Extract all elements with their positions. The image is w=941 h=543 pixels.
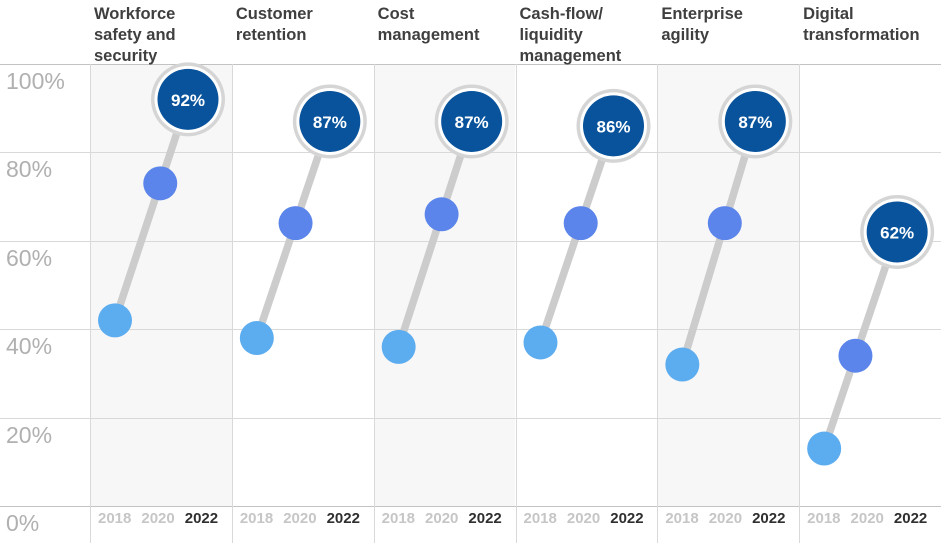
year-label-2020: 2020 <box>566 510 601 527</box>
gridline-vertical <box>515 64 517 543</box>
category-label: Enterprise agility <box>661 5 743 45</box>
year-label-2018: 2018 <box>665 510 699 527</box>
year-label-2018: 2018 <box>381 510 416 527</box>
value-bubble-label: 87% <box>455 113 489 132</box>
value-bubble-2022: 87% <box>718 84 793 159</box>
value-bubble-label: 87% <box>738 113 772 132</box>
year-label-2022: 2022 <box>752 510 786 527</box>
value-bubble-label: 87% <box>313 113 347 132</box>
year-label-2018: 2018 <box>807 510 841 527</box>
year-label-2020: 2020 <box>425 510 459 527</box>
value-bubble-2022: 92% <box>151 62 225 137</box>
category-label: Cash-flow/ liquidity management <box>519 5 622 66</box>
bubble-core <box>157 68 219 130</box>
year-label-2022: 2022 <box>468 510 502 527</box>
year-label-2020: 2020 <box>283 510 317 527</box>
data-point-2020-dot <box>563 206 598 241</box>
data-point-2020-dot <box>424 197 459 232</box>
gridline-horizontal <box>0 506 941 507</box>
data-point-2020-dot <box>707 206 742 241</box>
data-point-2018-dot <box>381 329 416 364</box>
gridline-horizontal <box>0 64 941 65</box>
data-point-2020-dot <box>838 338 873 373</box>
y-axis-tick-label: 100% <box>6 68 65 94</box>
value-bubble-2022: 87% <box>434 84 509 159</box>
x-axis-year-labels: 2018 2020 2022 <box>98 510 218 527</box>
category-label: Digital transformation <box>803 5 920 45</box>
bubble-core <box>724 90 786 152</box>
trend-line <box>394 117 476 351</box>
x-axis-year-labels: 2018 2020 2022 <box>524 510 644 527</box>
y-axis-tick-label: 20% <box>6 421 53 448</box>
gridline-vertical <box>90 64 91 543</box>
gridline-horizontal <box>0 329 941 331</box>
year-label-2018: 2018 <box>98 510 132 527</box>
data-point-2018-dot <box>98 303 132 338</box>
data-point-2018-dot <box>239 321 274 356</box>
bubble-core <box>583 95 644 157</box>
gridline-vertical <box>373 64 375 543</box>
y-axis-tick-label: 80% <box>6 156 53 183</box>
y-axis-tick-label: 60% <box>6 244 53 271</box>
year-label-2022: 2022 <box>610 510 644 527</box>
x-axis-year-labels: 2018 2020 2022 <box>382 510 502 527</box>
data-point-2018-dot <box>523 325 558 360</box>
year-label-2020: 2020 <box>141 510 175 527</box>
y-axis-tick-label: 0% <box>6 510 40 536</box>
value-bubble-label: 62% <box>880 223 914 242</box>
gridline-vertical <box>657 64 659 543</box>
gridline-horizontal <box>0 240 941 242</box>
gridline-horizontal <box>0 417 941 419</box>
gridline-vertical <box>799 64 801 543</box>
year-label-2022: 2022 <box>893 510 928 527</box>
bubble-core <box>299 90 361 152</box>
data-point-2018-dot <box>807 431 842 466</box>
value-bubble-label: 92% <box>171 91 205 110</box>
trend-line <box>678 117 760 369</box>
bubble-core <box>441 90 503 152</box>
year-label-2018: 2018 <box>523 510 557 527</box>
data-point-2020-dot <box>278 206 313 241</box>
category-label: Workforce safety and security <box>94 5 176 66</box>
value-bubble-label: 86% <box>596 117 630 136</box>
year-label-2022: 2022 <box>184 510 219 527</box>
trend-line <box>111 95 192 325</box>
bubble-core <box>866 201 928 263</box>
category-label: Cost management <box>377 5 480 45</box>
category-label: Customer retention <box>235 5 313 45</box>
y-axis-tick-label: 40% <box>6 333 53 360</box>
column-background <box>90 64 232 506</box>
value-bubble-2022: 62% <box>860 194 935 269</box>
year-label-2018: 2018 <box>239 510 274 527</box>
x-axis-year-labels: 2018 2020 2022 <box>807 510 927 527</box>
value-bubble-2022: 87% <box>292 84 367 159</box>
value-bubble-2022: 86% <box>576 88 651 163</box>
gridline-vertical <box>231 64 233 543</box>
x-axis-year-labels: 2018 2020 2022 <box>240 510 360 527</box>
year-label-2022: 2022 <box>326 510 360 527</box>
data-point-2020-dot <box>143 166 178 201</box>
data-point-2018-dot <box>665 347 700 382</box>
x-axis-year-labels: 2018 2020 2022 <box>665 510 785 527</box>
year-label-2020: 2020 <box>708 510 743 527</box>
year-label-2020: 2020 <box>850 510 884 527</box>
